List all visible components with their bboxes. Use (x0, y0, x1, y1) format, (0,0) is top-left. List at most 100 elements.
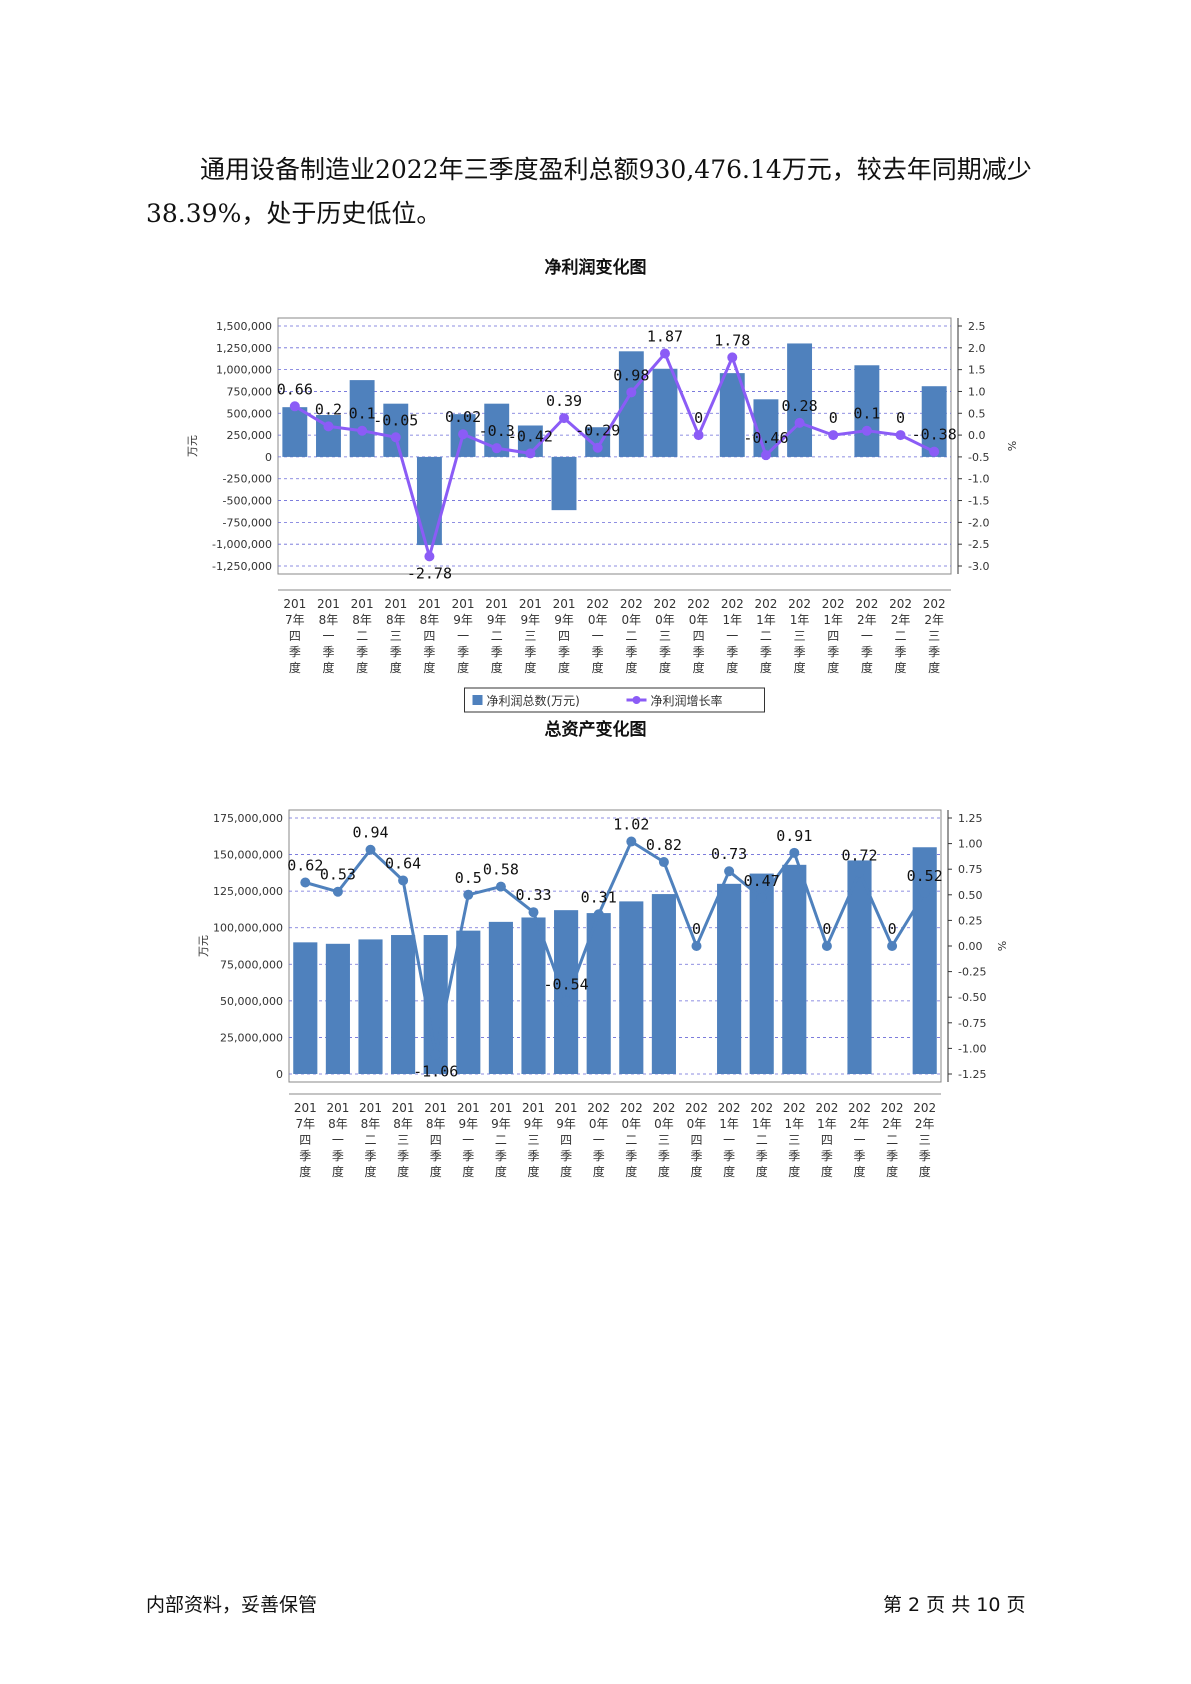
data-label: 1.02 (613, 816, 649, 834)
net-profit-chart-title: 净利润变化图 (544, 258, 647, 278)
category-label: 202 1年一季度 (721, 597, 744, 675)
category-label: 202 2年二季度 (889, 597, 912, 675)
category-label: 201 9年三季度 (519, 597, 542, 675)
bar (325, 943, 350, 1074)
right-axis-tick-label: 1.00 (958, 838, 983, 851)
data-label: 0.98 (613, 366, 649, 384)
left-axis-tick-label: 500,000 (227, 407, 273, 420)
line-point (760, 450, 771, 461)
bar (554, 910, 579, 1074)
category-label: 202 1年三季度 (788, 597, 811, 675)
category-label: 202 2年二季度 (881, 1101, 904, 1179)
line-point (727, 352, 738, 363)
left-axis-tick-label: 0 (276, 1068, 283, 1081)
left-axis-tick-label: 125,000,000 (213, 885, 283, 898)
data-label: 0.47 (744, 872, 780, 890)
category-label: 201 9年二季度 (489, 1101, 512, 1179)
category-label: 202 2年一季度 (855, 597, 878, 675)
data-label: 0 (896, 409, 905, 427)
category-label: 202 0年二季度 (620, 1101, 643, 1179)
bar (293, 942, 318, 1074)
right-axis-tick-label: 0.0 (968, 429, 986, 442)
right-axis-tick-label: -2.0 (968, 516, 989, 529)
data-label: -0.38 (912, 426, 957, 444)
data-label: 0 (694, 409, 703, 427)
data-label: 0.52 (907, 867, 943, 885)
category-label: 202 2年三季度 (923, 597, 946, 675)
line-point (929, 446, 940, 457)
data-label: 0.66 (277, 380, 313, 398)
line-point (495, 881, 506, 892)
line-point (365, 844, 376, 855)
summary-paragraph: 通用设备制造业2022年三季度盈利总额930,476.14万元，较去年同期减少3… (146, 148, 1046, 236)
bar (787, 343, 813, 457)
summary-text: 通用设备制造业2022年三季度盈利总额930,476.14万元，较去年同期减少3… (146, 155, 1032, 228)
right-axis-tick-label: -0.25 (958, 966, 986, 979)
bar (854, 365, 880, 457)
category-label: 202 0年三季度 (654, 597, 677, 675)
right-axis-tick-label: 1.25 (958, 812, 983, 825)
line-point (592, 442, 603, 453)
bar (912, 847, 937, 1074)
line-point (424, 551, 435, 562)
data-label: -1.06 (413, 1063, 458, 1081)
legend-line-label: 净利润增长率 (651, 693, 723, 708)
category-label: 202 2年一季度 (848, 1101, 871, 1179)
left-axis-tick-label: -750,000 (223, 516, 272, 529)
bar (847, 860, 872, 1074)
line-point (525, 448, 536, 459)
right-axis-tick-label: -0.5 (968, 451, 989, 464)
data-label: 0.02 (445, 408, 481, 426)
line-point (693, 430, 704, 441)
line-point (357, 425, 368, 436)
category-label: 201 8年二季度 (351, 597, 374, 675)
data-label: 0.53 (320, 866, 356, 884)
right-axis-title: % (995, 941, 1008, 951)
line-point (300, 877, 311, 888)
category-label: 202 1年四季度 (815, 1101, 838, 1179)
data-label: 0.28 (782, 397, 818, 415)
category-label: 202 1年二季度 (754, 597, 777, 675)
right-axis-tick-label: -1.00 (958, 1042, 986, 1055)
left-axis-title: 万元 (197, 935, 210, 957)
right-axis-tick-label: 0.00 (958, 940, 983, 953)
bar (349, 380, 375, 457)
left-axis-tick-label: 250,000 (227, 429, 273, 442)
left-axis-tick-label: 1,250,000 (216, 342, 272, 355)
category-label: 201 9年四季度 (555, 1101, 578, 1179)
data-label: 0.1 (349, 405, 376, 423)
right-axis-tick-label: -1.25 (958, 1068, 986, 1081)
data-label: -0.46 (743, 429, 788, 447)
left-axis-tick-label: 25,000,000 (220, 1031, 283, 1044)
category-label: 202 1年一季度 (718, 1101, 741, 1179)
left-axis-tick-label: -500,000 (223, 495, 272, 508)
category-label: 202 1年二季度 (750, 1101, 773, 1179)
category-label: 201 8年一季度 (317, 597, 340, 675)
plot-frame (277, 317, 952, 575)
category-label: 201 8年二季度 (359, 1101, 382, 1179)
category-label: 201 9年二季度 (485, 597, 508, 675)
category-label: 201 9年一季度 (457, 1101, 480, 1179)
right-axis-tick-label: 1.0 (968, 385, 986, 398)
right-axis-tick-label: -0.75 (958, 1017, 986, 1030)
right-axis-tick-label: -3.0 (968, 560, 989, 573)
legend-box (464, 687, 765, 713)
total-assets-chart: 175,000,000 150,000,000 125,000,000 100,000… (197, 809, 1008, 1179)
line-point (756, 892, 767, 903)
line-point (458, 429, 469, 440)
net-profit-chart: 1,500,000 1,250,000 1,000,000 750,000 500,00… (186, 317, 1018, 713)
category-label: 201 8年三季度 (392, 1101, 415, 1179)
data-label: 0.1 (853, 405, 880, 423)
category-label: 202 1年四季度 (822, 597, 845, 675)
category-label: 202 0年一季度 (587, 1101, 610, 1179)
right-axis-tick-label: 0.50 (958, 889, 983, 902)
line-point (289, 401, 300, 412)
data-label: -0.42 (508, 427, 553, 445)
bar (358, 939, 383, 1074)
line-series (304, 840, 926, 1056)
right-axis-tick-label: -2.5 (968, 538, 989, 551)
left-axis-tick-label: 0 (265, 451, 272, 464)
bar (488, 921, 513, 1074)
data-label: -0.3 (479, 422, 515, 440)
line-point (794, 417, 805, 428)
